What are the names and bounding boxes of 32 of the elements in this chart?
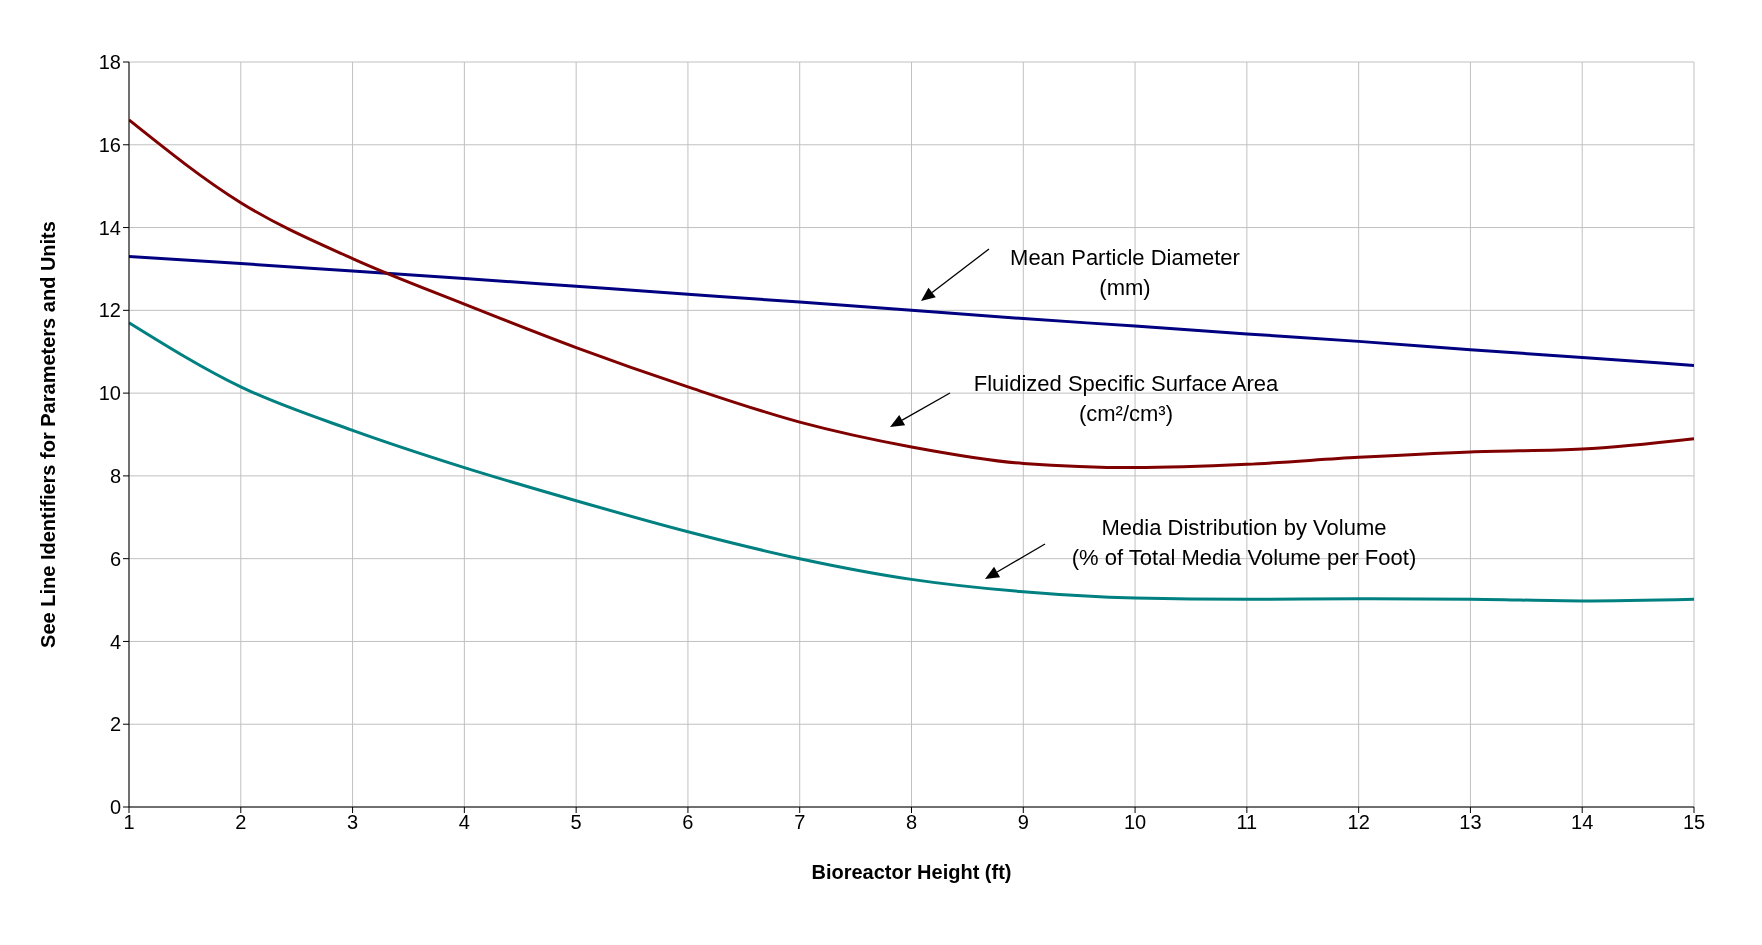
y-tick-label: 0 — [109, 796, 121, 819]
line-series — [129, 118, 1694, 470]
x-tick-label: 7 — [794, 811, 806, 834]
y-tick-label: 6 — [109, 547, 121, 570]
annotation: Mean Particle Diameter (mm) — [1010, 245, 1240, 300]
y-tick-label: 12 — [98, 299, 121, 322]
x-axis-title: Bioreactor Height (ft) — [811, 861, 1012, 883]
y-axis-title: See Line Identifiers for Parameters and Units — [37, 221, 60, 648]
annotation: Fluidized Specific Surface Area (cm²/cm³) — [973, 371, 1279, 426]
x-tick-label: 5 — [570, 811, 582, 834]
x-tick-label: 3 — [347, 811, 359, 834]
y-tick-label: 16 — [98, 133, 121, 156]
y-tick-label: 10 — [98, 382, 121, 405]
x-tick-label: 11 — [1236, 811, 1258, 834]
line-series — [129, 321, 1694, 603]
x-tick-label: 15 — [1682, 811, 1706, 834]
x-tick-label: 13 — [1459, 811, 1482, 834]
x-tick-label: 9 — [1017, 811, 1029, 834]
x-tick-label: 14 — [1571, 811, 1594, 834]
x-tick-label: 12 — [1347, 811, 1370, 834]
y-tick-label: 8 — [109, 464, 121, 487]
y-tick-label: 4 — [109, 630, 121, 653]
x-tick-label: 10 — [1123, 811, 1147, 834]
x-tick-label: 6 — [682, 811, 694, 834]
x-tick-label: 4 — [458, 811, 470, 834]
y-tick-label: 18 — [98, 51, 121, 74]
x-tick-label: 1 — [123, 811, 135, 834]
y-tick-label: 2 — [109, 713, 121, 736]
annotation: Media Distribution by Volume (% of Total Media Volume per Foot) — [1071, 515, 1417, 570]
x-tick-label: 2 — [235, 811, 247, 834]
x-tick-label: 8 — [905, 811, 918, 834]
y-tick-label: 14 — [98, 216, 121, 239]
